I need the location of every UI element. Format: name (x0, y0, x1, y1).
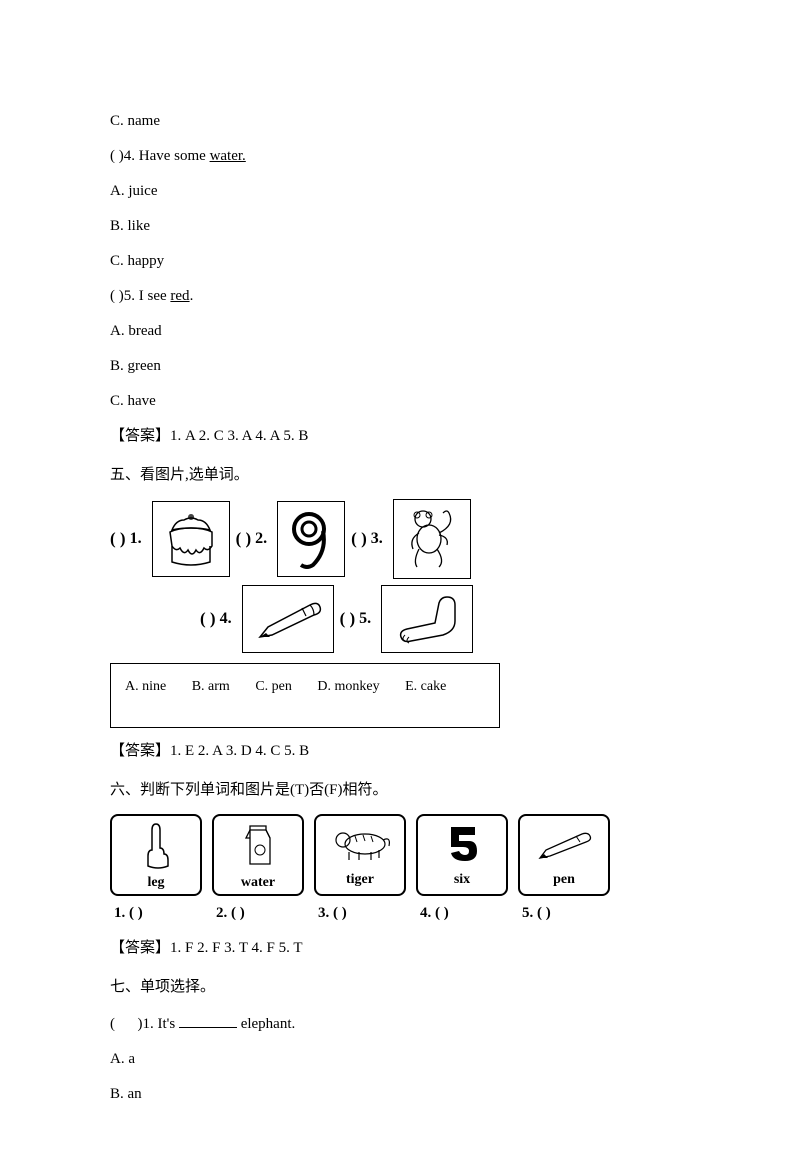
tiger-icon (316, 820, 404, 867)
card-six: six (416, 814, 508, 896)
opt-e: E. cake (405, 679, 446, 694)
opt-a: A. nine (125, 679, 166, 694)
five-icon (418, 820, 506, 867)
q5-underlined: red (170, 288, 189, 304)
item2-num: 2. (255, 525, 267, 554)
card-ans-2: 2. ( ) (212, 900, 304, 927)
item5-paren: ( ) (340, 604, 356, 635)
page-content: C. name ( )4. Have some water. A. juice … (0, 0, 793, 1176)
card-label-water: water (214, 870, 302, 895)
arm-image (381, 585, 473, 653)
options-box-5: A. nine B. arm C. pen D. monkey E. cake (110, 663, 500, 728)
card-label-pen: pen (520, 867, 608, 892)
section-7-title: 七、单项选择。 (110, 974, 683, 1001)
picture-row-1: ( ) 1. ( ) 2. ( ) 3. (110, 499, 683, 579)
card-tiger: tiger (314, 814, 406, 896)
item3-num: 3. (371, 525, 383, 554)
card-ans-5: 5. ( ) (518, 900, 610, 927)
finger-icon (112, 820, 200, 870)
card-label-tiger: tiger (316, 867, 404, 892)
q71-text1: )1. It's (138, 1016, 179, 1032)
question-7-1: ( )1. It's elephant. (110, 1011, 683, 1038)
answer-block-5: 【答案】1. E 2. A 3. D 4. C 5. B (110, 738, 683, 765)
q5-text: )5. I see (119, 288, 171, 304)
item4-num: 4. (220, 605, 232, 634)
pen-image (242, 585, 334, 653)
question-4: ( )4. Have some water. (110, 143, 683, 170)
q5-option-a: A. bread (110, 318, 683, 345)
opt-b: B. arm (192, 679, 230, 694)
item1-num: 1. (130, 525, 142, 554)
item3-paren: ( ) (351, 524, 367, 555)
q5-option-b: B. green (110, 353, 683, 380)
card-label-six: six (418, 867, 506, 892)
card-row: leg water (110, 814, 683, 896)
pen-icon (520, 820, 608, 867)
card-answer-row: 1. ( ) 2. ( ) 3. ( ) 4. ( ) 5. ( ) (110, 900, 683, 927)
opt-d: D. monkey (317, 679, 379, 694)
q4-underlined: water. (210, 148, 246, 164)
item2-paren: ( ) (236, 524, 252, 555)
nine-image (277, 501, 345, 577)
card-leg: leg (110, 814, 202, 896)
q4-option-b: B. like (110, 213, 683, 240)
item4-paren: ( ) (200, 604, 216, 635)
cake-image (152, 501, 230, 577)
card-ans-3: 3. ( ) (314, 900, 406, 927)
card-water: water (212, 814, 304, 896)
q5-after: . (190, 288, 194, 304)
q4-option-a: A. juice (110, 178, 683, 205)
card-ans-1: 1. ( ) (110, 900, 202, 927)
q4-text: )4. Have some (119, 148, 210, 164)
section-5-title: 五、看图片,选单词。 (110, 462, 683, 489)
section-6-title: 六、判断下列单词和图片是(T)否(F)相符。 (110, 777, 683, 804)
answer-block-6: 【答案】1. F 2. F 3. T 4. F 5. T (110, 935, 683, 962)
picture-row-2: ( ) 4. ( ) 5. (200, 585, 683, 653)
blank (179, 1015, 237, 1028)
opt-c: C. pen (255, 679, 292, 694)
question-5: ( )5. I see red. (110, 283, 683, 310)
q5-option-c: C. have (110, 388, 683, 415)
milk-carton-icon (214, 820, 302, 870)
card-label-leg: leg (112, 870, 200, 895)
q71-option-a: A. a (110, 1046, 683, 1073)
item1-paren: ( ) (110, 524, 126, 555)
item5-num: 5. (359, 605, 371, 634)
q71-option-b: B. an (110, 1081, 683, 1108)
option-c-name: C. name (110, 108, 683, 135)
monkey-image (393, 499, 471, 579)
card-pen: pen (518, 814, 610, 896)
card-ans-4: 4. ( ) (416, 900, 508, 927)
q4-option-c: C. happy (110, 248, 683, 275)
answer-block-4: 【答案】1. A 2. C 3. A 4. A 5. B (110, 423, 683, 450)
q71-text2: elephant. (237, 1016, 295, 1032)
